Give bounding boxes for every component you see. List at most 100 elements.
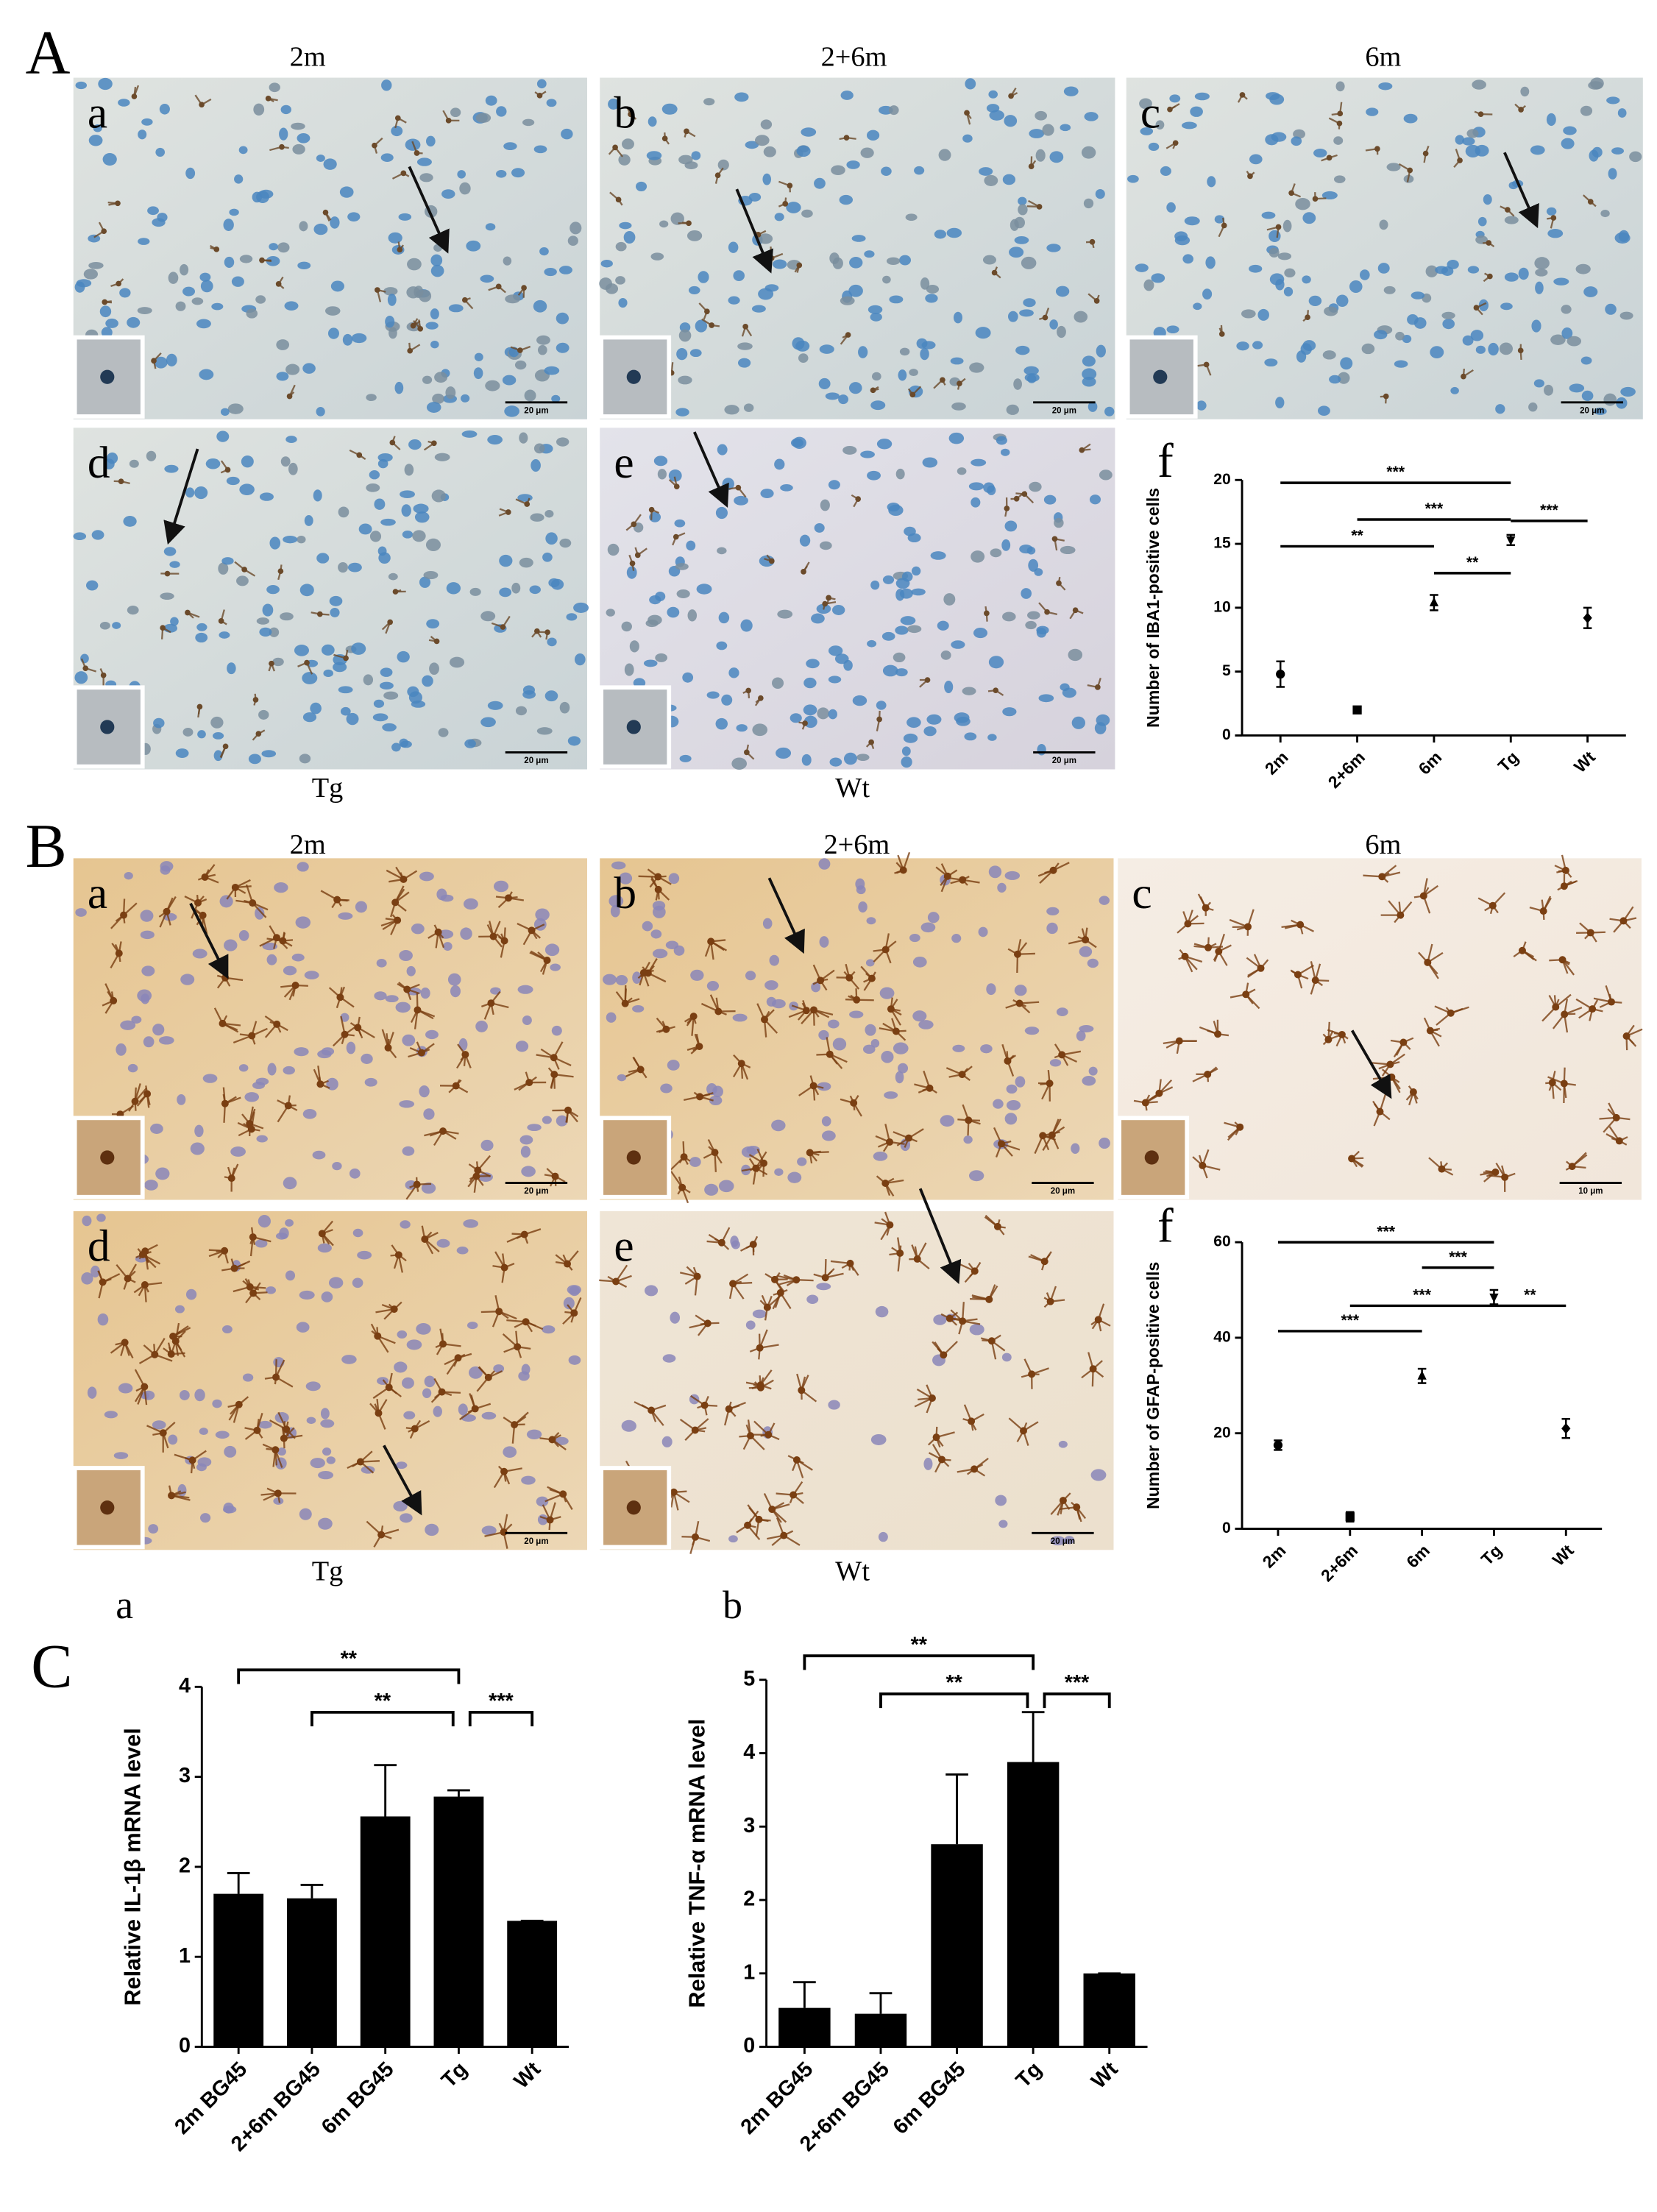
nucleus	[795, 340, 810, 352]
nucleus	[922, 457, 938, 468]
nucleus	[563, 1297, 575, 1310]
x-tick-label: Wt	[1570, 748, 1599, 776]
cell-body	[696, 1093, 704, 1101]
nucleus	[842, 446, 857, 455]
inset-cell	[626, 369, 641, 384]
nucleus	[88, 261, 104, 269]
nucleus	[821, 1116, 831, 1127]
nucleus	[255, 295, 266, 304]
nucleus	[1104, 406, 1115, 416]
significance-bracket	[237, 1668, 461, 1684]
cell-body	[1552, 1003, 1560, 1011]
cell-body	[802, 1007, 810, 1015]
cell-body	[1501, 1173, 1509, 1181]
nucleus	[147, 206, 159, 216]
significance-label: ***	[1413, 1287, 1431, 1304]
y-tick-label: 15	[1213, 535, 1231, 552]
nucleus	[316, 553, 330, 564]
nucleus	[388, 327, 397, 339]
cell-body	[612, 144, 618, 151]
nucleus	[728, 296, 740, 305]
nucleus	[870, 1039, 880, 1048]
cell-body	[746, 1432, 754, 1440]
cell-body	[504, 894, 512, 902]
nucleus	[1181, 121, 1197, 130]
cell-body	[316, 1080, 324, 1088]
cell-body	[397, 247, 403, 253]
nucleus	[860, 147, 874, 158]
cell-body	[758, 695, 764, 701]
cell-body	[413, 1180, 421, 1188]
nucleus	[327, 327, 339, 339]
nucleus	[956, 716, 971, 726]
nucleus	[1477, 216, 1487, 227]
nucleus	[212, 732, 224, 740]
cell-body	[735, 484, 742, 491]
cell-body	[928, 1394, 936, 1402]
cell-body	[749, 1241, 757, 1249]
nucleus	[1338, 372, 1350, 384]
nucleus	[1015, 1076, 1026, 1088]
nucleus	[1467, 266, 1480, 274]
nucleus	[366, 394, 377, 402]
nucleus	[733, 270, 745, 282]
cell-body	[686, 220, 692, 227]
nucleus	[914, 166, 925, 175]
nucleus	[551, 1025, 562, 1036]
nucleus	[1082, 355, 1096, 367]
nucleus	[388, 573, 398, 581]
nucleus	[840, 296, 855, 305]
nucleus	[1535, 281, 1544, 294]
nucleus	[846, 160, 860, 169]
nucleus	[832, 1038, 847, 1051]
nucleus	[676, 589, 690, 598]
nucleus	[224, 939, 238, 951]
cell-body	[500, 937, 508, 945]
nucleus	[127, 316, 141, 328]
nucleus	[1076, 1030, 1086, 1041]
nucleus	[1009, 247, 1024, 258]
nucleus	[1083, 198, 1094, 209]
nucleus	[522, 118, 535, 127]
panel-letter: A	[26, 19, 71, 88]
cell-body	[252, 697, 259, 703]
cell-body	[881, 946, 890, 954]
nucleus	[168, 272, 179, 284]
nucleus	[1006, 1100, 1021, 1110]
nucleus	[801, 754, 812, 766]
nucleus	[1099, 1137, 1110, 1149]
cell-body	[354, 1024, 362, 1032]
x-tick-label: 6m BG45	[317, 2057, 399, 2139]
nucleus	[480, 611, 496, 622]
nucleus	[215, 1431, 230, 1439]
nucleus	[752, 1309, 767, 1319]
nucleus	[182, 728, 194, 737]
nucleus	[380, 153, 394, 162]
cell-body	[1040, 1258, 1049, 1266]
nucleus	[230, 1146, 246, 1157]
column-heading: 2m	[290, 41, 326, 72]
cell-body	[221, 974, 230, 982]
cell-body	[489, 932, 497, 940]
nucleus	[650, 929, 662, 939]
nucleus	[817, 1082, 831, 1091]
nucleus	[650, 252, 664, 260]
nucleus	[1079, 1024, 1094, 1033]
scale-bar-label: 20 μm	[1580, 406, 1604, 415]
nucleus	[912, 956, 927, 968]
nucleus	[402, 1034, 416, 1046]
cell-body	[164, 570, 171, 577]
nucleus	[438, 728, 449, 737]
cell-body	[241, 567, 247, 573]
nucleus	[1530, 145, 1545, 155]
nucleus	[449, 656, 465, 668]
cell-body	[559, 1490, 567, 1498]
nucleus	[866, 130, 880, 141]
cell-body	[500, 624, 506, 630]
nucleus	[1379, 219, 1388, 230]
nucleus	[1450, 386, 1459, 394]
nucleus	[369, 470, 380, 480]
nucleus	[1583, 286, 1598, 297]
nucleus	[526, 1429, 542, 1439]
